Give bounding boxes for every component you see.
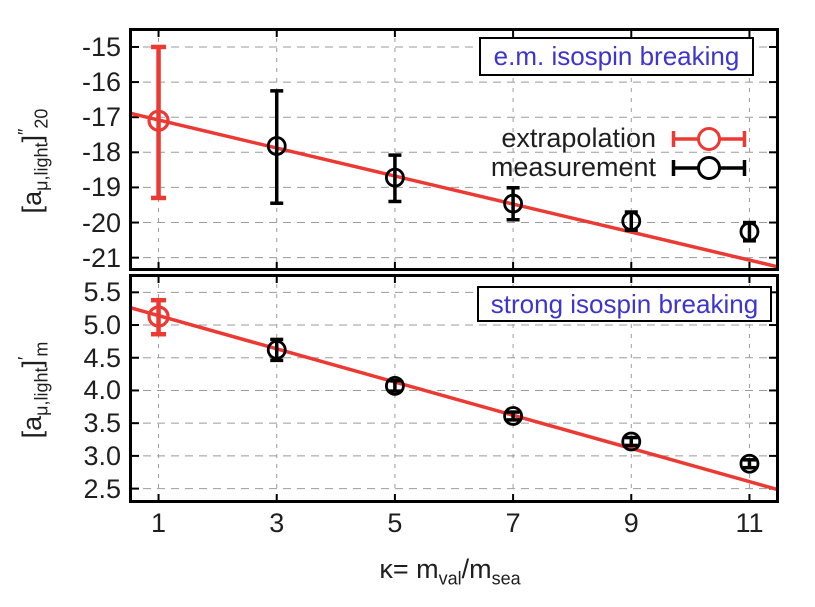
data-point-marker — [739, 221, 760, 242]
top-panel-plot-area — [129, 28, 779, 271]
y-axis-label-prime: ″ — [15, 128, 35, 135]
data-point-marker — [503, 193, 523, 214]
x-axis-label-subscript: sea — [491, 568, 521, 589]
legend-symbol-marker — [697, 126, 721, 151]
y-tick-label: 5.0 — [83, 310, 121, 341]
top-panel-title-box: e.m. isospin breaking — [479, 37, 754, 76]
data-point-marker — [503, 406, 523, 426]
y-tick-label: 3.0 — [83, 440, 121, 471]
y-tick-label: 3.5 — [83, 408, 121, 439]
y-axis-label-text: ] — [17, 134, 47, 143]
y-tick-label: -17 — [81, 102, 121, 133]
bottom-panel-title: strong isospin breaking — [490, 288, 759, 319]
legend-entry: measurement — [490, 152, 749, 182]
y-tick-label: 4.5 — [83, 342, 121, 373]
bottom-panel-title-box: strong isospin breaking — [477, 286, 772, 322]
legend-entry: extrapolation — [501, 123, 749, 153]
y-tick-label: -19 — [81, 172, 121, 203]
y-tick-label: -20 — [81, 207, 121, 238]
data-point-marker — [621, 431, 642, 452]
y-axis-label-text: [a — [17, 415, 47, 439]
top-panel-title: e.m. isospin breaking — [493, 41, 740, 71]
x-tick-label: 7 — [505, 508, 521, 538]
y-axis-label-text: [a — [17, 190, 47, 214]
y-axis-label-text: ] — [17, 359, 47, 368]
bottom-y-axis-label: [aμ,light]′m — [14, 290, 52, 490]
legend-errorbar-symbol — [671, 155, 747, 180]
data-point-marker — [739, 453, 760, 474]
plot-frame — [129, 28, 779, 271]
legend-label: extrapolation — [501, 123, 656, 153]
y-tick-label: -18 — [81, 137, 121, 168]
x-tick-label: 9 — [623, 508, 639, 538]
data-point-marker — [266, 339, 287, 360]
data-point-marker — [147, 305, 170, 328]
data-point-marker — [385, 375, 405, 396]
fit-line — [129, 305, 779, 492]
y-tick-label: -15 — [81, 31, 121, 62]
y-axis-label-prime: ′ — [15, 356, 35, 360]
y-axis-label-subscript: μ,light — [31, 367, 52, 416]
x-axis-label: κ= mval/msea — [330, 554, 570, 589]
x-axis-label-text: /m — [461, 554, 492, 584]
x-tick-label: 11 — [735, 508, 764, 538]
legend: extrapolation measurement — [490, 123, 749, 182]
legend-symbol-marker — [697, 155, 721, 180]
y-axis-label-subscript: 20 — [31, 108, 52, 129]
y-axis-label-subscript: μ,light — [31, 142, 52, 191]
x-tick-label: 1 — [151, 508, 167, 538]
plot-frame — [129, 274, 779, 503]
legend-label: measurement — [490, 152, 656, 182]
data-point-marker — [147, 109, 170, 132]
legend-errorbar-symbol — [671, 126, 747, 151]
x-axis-label-subscript: val — [438, 568, 462, 589]
x-axis-label-text: κ= m — [379, 554, 439, 584]
data-point-marker — [385, 167, 405, 188]
bottom-panel-plot-area — [129, 274, 779, 503]
y-tick-label: 4.0 — [83, 375, 121, 406]
y-axis-label-subscript: m — [31, 341, 52, 357]
data-point-marker — [266, 136, 287, 156]
y-tick-label: 5.5 — [83, 277, 121, 308]
y-tick-label: -21 — [81, 242, 121, 273]
data-point-marker — [621, 211, 642, 232]
y-tick-label: -16 — [81, 67, 121, 98]
fit-line — [129, 111, 779, 269]
top-y-axis-label: [aμ,light]″20 — [14, 46, 52, 276]
x-tick-label: 3 — [269, 508, 285, 538]
x-tick-label: 5 — [387, 508, 403, 538]
y-tick-label: 2.5 — [83, 473, 121, 504]
